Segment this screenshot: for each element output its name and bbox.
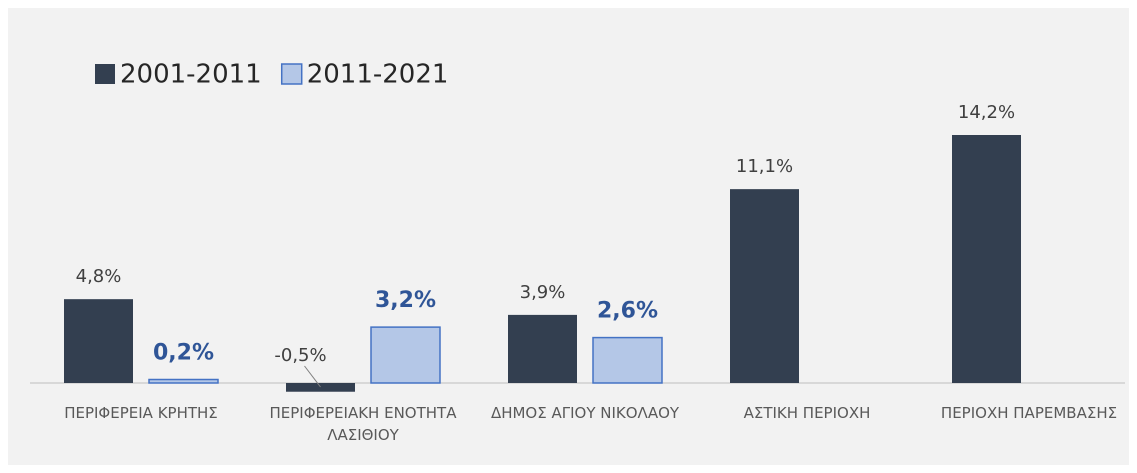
bar: [370, 326, 441, 384]
data-label: 3,2%: [375, 288, 436, 313]
legend-label: 2001-2011: [120, 60, 262, 90]
leader-line: [304, 365, 321, 388]
bar: [592, 336, 663, 384]
data-label: 11,1%: [736, 156, 793, 177]
legend-label: 2011-2021: [307, 60, 449, 90]
data-label: 4,8%: [76, 266, 122, 287]
bar: [286, 383, 355, 392]
bar: [730, 189, 799, 383]
bar: [148, 378, 219, 384]
data-label: 14,2%: [958, 102, 1015, 123]
legend-swatch: [280, 63, 303, 85]
x-tick-label: ΠΕΡΙΟΧΗ ΠΑΡΕΜΒΑΣΗΣ: [940, 404, 1118, 422]
x-tick-label: ΑΣΤΙΚΗ ΠΕΡΙΟΧΗ: [743, 404, 871, 422]
x-tick-label: ΠΕΡΙΦΕΡΕΙΑ ΚΡΗΤΗΣ: [64, 404, 218, 422]
plot-background: [8, 8, 1129, 465]
x-tick-label: ΠΕΡΙΦΕΡΕΙΑΚΗ ΕΝΟΤΗΤΑ ΛΑΣΙΘΙΟΥ: [269, 404, 457, 444]
data-label: 3,9%: [520, 282, 566, 303]
legend-swatch: [95, 64, 115, 84]
bar: [508, 314, 577, 383]
data-label: 2,6%: [597, 299, 658, 324]
bar: [64, 299, 133, 383]
bar: [952, 135, 1021, 383]
data-label: -0,5%: [274, 345, 326, 366]
x-tick-label: ΔΗΜΟΣ ΑΓΙΟΥ ΝΙΚΟΛΑΟΥ: [490, 404, 680, 422]
data-label: 0,2%: [153, 341, 214, 366]
